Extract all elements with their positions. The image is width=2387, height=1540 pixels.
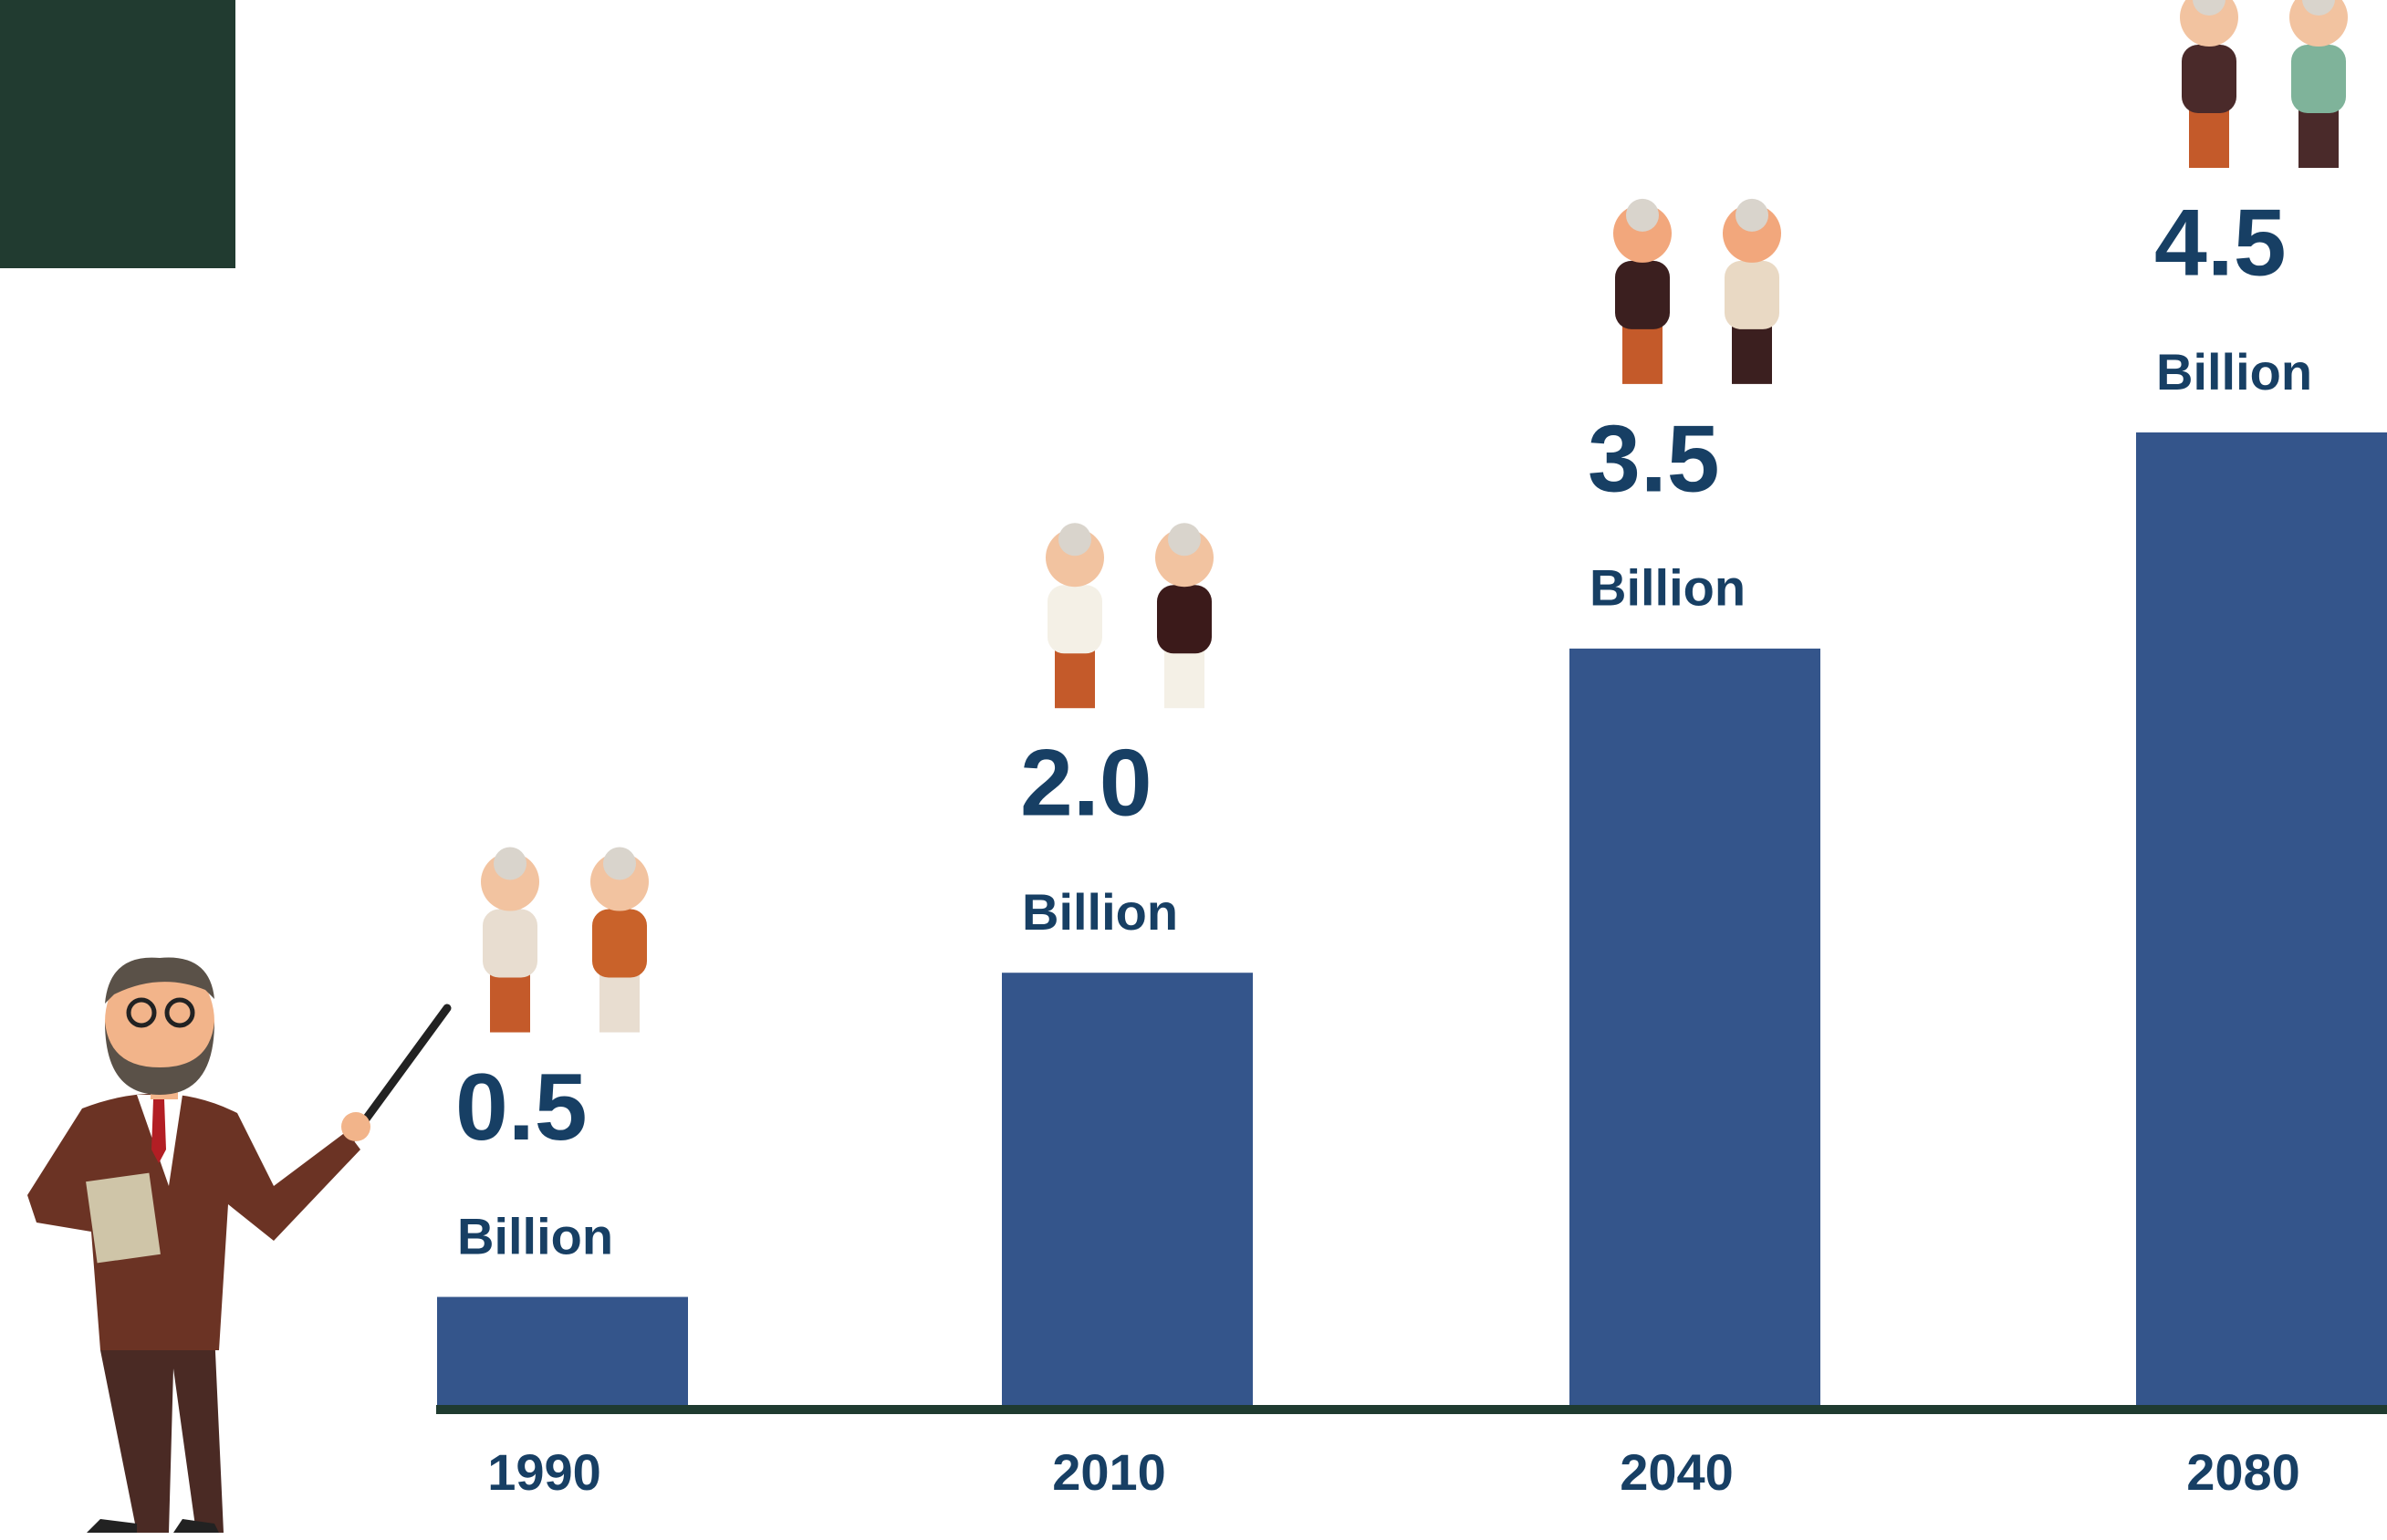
illustration <box>481 848 649 1033</box>
x-tick-label: 1990 <box>487 1443 601 1501</box>
value-label: 3.5 <box>1588 406 1720 512</box>
unit-label: Billion <box>457 1207 613 1264</box>
figure-legs <box>2298 104 2339 168</box>
figure-hair <box>1168 523 1201 556</box>
illustration <box>1046 523 1214 708</box>
figure-body <box>1048 585 1102 653</box>
unit-label: Billion <box>2156 343 2312 401</box>
figure-legs <box>599 969 640 1033</box>
figure-body <box>1157 585 1212 653</box>
illustration <box>2180 0 2348 168</box>
value-label: 2.0 <box>1020 731 1152 837</box>
baseline <box>436 1405 2387 1414</box>
x-tick-label: 2080 <box>2186 1443 2300 1501</box>
x-tick-label: 2040 <box>1620 1443 1734 1501</box>
figure-body <box>2182 45 2236 113</box>
chart: 0.5 Billion 1990 2.0 Billion 2010 3.5 Billion 20… <box>0 0 2387 1540</box>
bar <box>1002 973 1253 1405</box>
figure-body <box>2291 45 2346 113</box>
value-label: 4.5 <box>2154 190 2287 296</box>
figure-legs <box>1622 320 1663 384</box>
illustration <box>1613 199 1781 384</box>
value-label: 0.5 <box>455 1055 588 1160</box>
figure-body <box>483 910 537 978</box>
figure-body <box>1725 261 1779 329</box>
bar <box>1569 649 1820 1405</box>
bar <box>437 1297 688 1405</box>
page: 0.5 Billion 1990 2.0 Billion 2010 3.5 Billion 20… <box>0 0 2387 1540</box>
unit-label: Billion <box>1022 883 1178 941</box>
figure-legs <box>1055 644 1095 708</box>
figure-legs <box>1164 644 1204 708</box>
figure-legs <box>1732 320 1772 384</box>
title-box <box>0 0 235 268</box>
figure-body <box>1615 261 1670 329</box>
teacher-illustration <box>27 958 447 1533</box>
figure-hair <box>1626 199 1659 232</box>
bar <box>2136 432 2387 1405</box>
figure-hair <box>494 848 526 880</box>
x-tick-label: 2010 <box>1052 1443 1166 1501</box>
unit-label: Billion <box>1590 559 1746 617</box>
figure-legs <box>490 969 530 1033</box>
figure-hair <box>1058 523 1091 556</box>
figure-body <box>592 910 647 978</box>
figure-legs <box>2189 104 2229 168</box>
figure-hair <box>603 848 636 880</box>
figure-hair <box>1736 199 1768 232</box>
